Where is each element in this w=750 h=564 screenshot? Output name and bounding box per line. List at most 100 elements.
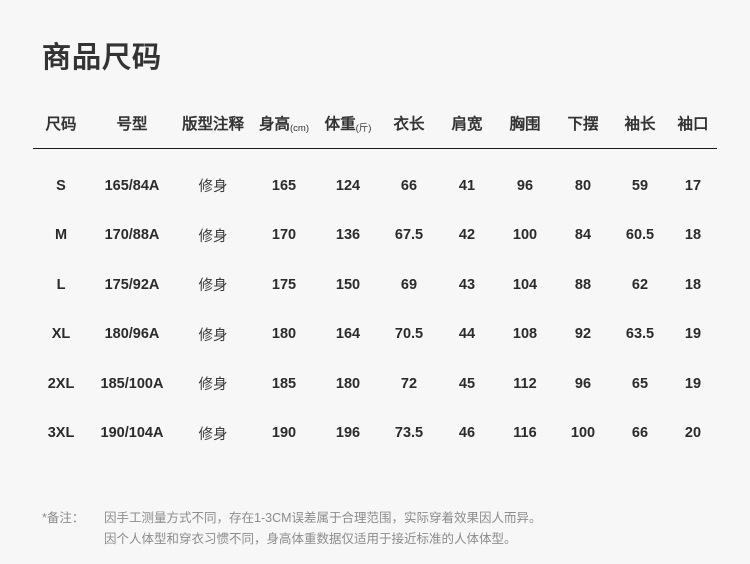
column-header-weight-label: 体重: [324, 116, 356, 133]
cell-length: 73.5: [394, 425, 424, 442]
cell-cuff: 19: [684, 375, 702, 392]
cell-weight: 136: [335, 227, 361, 244]
cell-hem: 96: [574, 375, 592, 392]
size-table: 尺码 号型 版型注释 身高(cm) 体重(斤) 衣长 肩宽 胸围 下摆 袖长 袖…: [33, 112, 717, 458]
column-header-height-label: 身高: [258, 116, 290, 133]
page-title: 商品尺码: [42, 42, 163, 74]
cell-height: 190: [271, 425, 297, 442]
cell-length: 70.5: [394, 326, 424, 343]
cell-fit: 修身: [198, 228, 228, 245]
cell-model: 175/92A: [104, 276, 160, 293]
column-header-height: 身高(cm): [251, 112, 317, 149]
cell-sleeve: 59: [631, 177, 649, 194]
cell-height: 180: [271, 326, 297, 343]
cell-fit: 修身: [198, 426, 228, 443]
cell-hem: 88: [574, 276, 592, 293]
column-header-chest: 胸围: [495, 112, 555, 149]
cell-shoulder: 45: [458, 375, 476, 392]
column-header-shoulder: 肩宽: [439, 112, 495, 149]
column-header-fit: 版型注释: [175, 112, 251, 149]
column-header-height-unit: (cm): [290, 123, 309, 134]
note-text-1: 因手工测量方式不同，存在1-3CM误差属于合理范围，实际穿着效果因人而异。: [104, 511, 542, 525]
cell-hem: 92: [574, 326, 592, 343]
note-line-1: *备注： 因手工测量方式不同，存在1-3CM误差属于合理范围，实际穿着效果因人而…: [42, 508, 542, 529]
cell-fit: 修身: [198, 278, 228, 295]
footer-notes: *备注： 因手工测量方式不同，存在1-3CM误差属于合理范围，实际穿着效果因人而…: [42, 508, 542, 550]
cell-size: XL: [51, 326, 71, 343]
cell-length: 66: [400, 177, 418, 194]
cell-height: 175: [271, 276, 297, 293]
column-header-shoulder-label: 肩宽: [451, 116, 483, 133]
cell-cuff: 18: [684, 276, 702, 293]
cell-model: 170/88A: [104, 227, 160, 244]
cell-chest: 108: [512, 326, 538, 343]
cell-shoulder: 46: [458, 425, 476, 442]
cell-weight: 180: [335, 375, 361, 392]
cell-weight: 196: [335, 425, 361, 442]
table-row: XL 180/96A 修身 180 164 70.5 44 108 92 63.…: [33, 310, 717, 360]
cell-hem: 84: [574, 227, 592, 244]
column-header-model: 号型: [89, 112, 175, 149]
column-header-size-label: 尺码: [45, 116, 77, 133]
cell-sleeve: 62: [631, 276, 649, 293]
cell-model: 185/100A: [100, 375, 164, 392]
column-header-fit-label: 版型注释: [181, 116, 244, 133]
cell-shoulder: 41: [458, 177, 476, 194]
column-header-length-label: 衣长: [393, 116, 425, 133]
cell-sleeve: 60.5: [625, 227, 655, 244]
cell-hem: 100: [570, 425, 596, 442]
column-header-hem-label: 下摆: [567, 116, 599, 133]
table-row: L 175/92A 修身 175 150 69 43 104 88 62 18: [33, 260, 717, 310]
cell-size: 3XL: [47, 425, 75, 442]
cell-chest: 104: [512, 276, 538, 293]
cell-size: L: [56, 276, 66, 293]
table-row: 3XL 190/104A 修身 190 196 73.5 46 116 100 …: [33, 409, 717, 459]
note-text-2: 因个人体型和穿衣习惯不同，身高体重数据仅适用于接近标准的人体体型。: [104, 532, 517, 546]
table-row: 2XL 185/100A 修身 185 180 72 45 112 96 65 …: [33, 359, 717, 409]
table-body: S 165/84A 修身 165 124 66 41 96 80 59 17 M…: [33, 149, 717, 459]
cell-hem: 80: [574, 177, 592, 194]
column-header-model-label: 号型: [116, 116, 148, 133]
column-header-size: 尺码: [33, 112, 89, 149]
column-header-cuff-label: 袖口: [677, 116, 709, 133]
cell-weight: 164: [335, 326, 361, 343]
cell-size: S: [56, 177, 66, 194]
cell-chest: 96: [516, 177, 534, 194]
cell-length: 67.5: [394, 227, 424, 244]
cell-shoulder: 42: [458, 227, 476, 244]
cell-chest: 112: [513, 375, 537, 392]
column-header-sleeve: 袖长: [611, 112, 669, 149]
header-row: 尺码 号型 版型注释 身高(cm) 体重(斤) 衣长 肩宽 胸围 下摆 袖长 袖…: [33, 112, 717, 149]
cell-sleeve: 65: [631, 375, 649, 392]
note-label: *备注：: [42, 511, 85, 525]
cell-weight: 124: [335, 177, 361, 194]
cell-chest: 116: [513, 425, 537, 442]
cell-sleeve: 63.5: [625, 326, 655, 343]
column-header-weight: 体重(斤): [317, 112, 379, 149]
cell-cuff: 17: [684, 177, 702, 194]
cell-shoulder: 44: [458, 326, 476, 343]
cell-cuff: 19: [684, 326, 702, 343]
cell-model: 180/96A: [104, 326, 160, 343]
cell-cuff: 20: [684, 425, 702, 442]
cell-fit: 修身: [198, 179, 228, 196]
cell-model: 165/84A: [104, 177, 160, 194]
cell-chest: 100: [512, 227, 538, 244]
cell-fit: 修身: [198, 377, 228, 394]
cell-fit: 修身: [198, 327, 228, 344]
table-header: 尺码 号型 版型注释 身高(cm) 体重(斤) 衣长 肩宽 胸围 下摆 袖长 袖…: [33, 112, 717, 149]
column-header-length: 衣长: [379, 112, 439, 149]
cell-model: 190/104A: [100, 425, 164, 442]
cell-height: 170: [271, 227, 297, 244]
table-row: M 170/88A 修身 170 136 67.5 42 100 84 60.5…: [33, 211, 717, 261]
cell-cuff: 18: [684, 227, 702, 244]
cell-length: 69: [400, 276, 418, 293]
table-row: S 165/84A 修身 165 124 66 41 96 80 59 17: [33, 149, 717, 211]
column-header-hem: 下摆: [555, 112, 611, 149]
column-header-sleeve-label: 袖长: [624, 116, 656, 133]
column-header-cuff: 袖口: [669, 112, 717, 149]
cell-weight: 150: [335, 276, 361, 293]
note-line-2: 因个人体型和穿衣习惯不同，身高体重数据仅适用于接近标准的人体体型。: [42, 529, 542, 550]
cell-height: 185: [271, 375, 297, 392]
